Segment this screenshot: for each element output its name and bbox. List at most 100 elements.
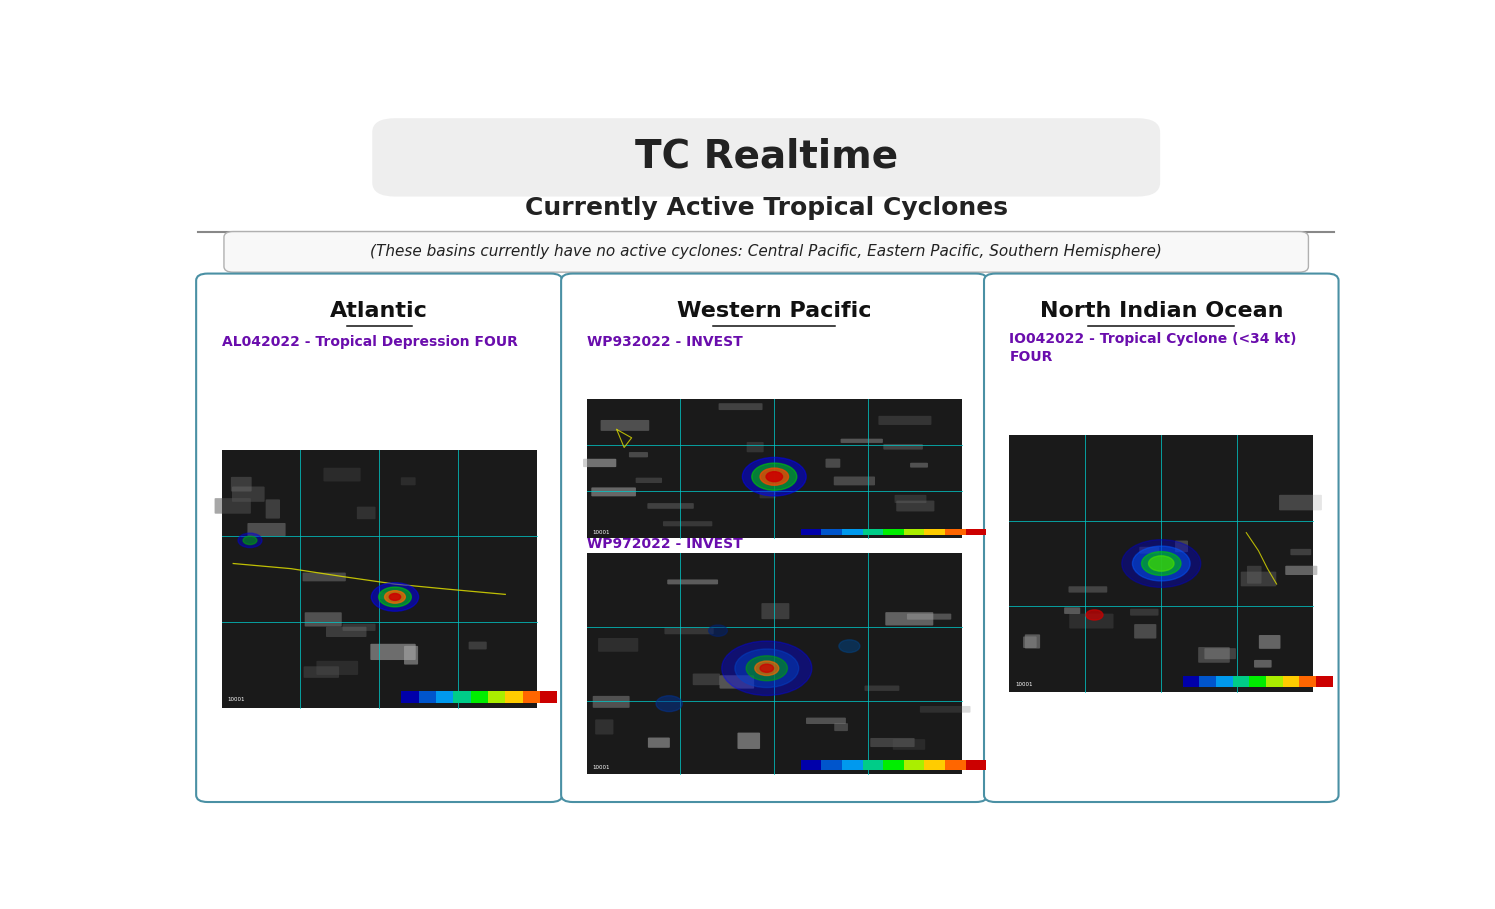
Circle shape <box>384 591 405 604</box>
FancyBboxPatch shape <box>561 274 988 802</box>
Bar <box>1283 676 1299 687</box>
Bar <box>1232 676 1250 687</box>
FancyBboxPatch shape <box>196 274 562 802</box>
Text: WP932022 - INVEST: WP932022 - INVEST <box>586 335 743 349</box>
FancyBboxPatch shape <box>1139 547 1159 554</box>
FancyBboxPatch shape <box>1130 609 1159 615</box>
FancyBboxPatch shape <box>1023 636 1036 648</box>
FancyBboxPatch shape <box>248 523 286 536</box>
FancyBboxPatch shape <box>893 739 925 750</box>
FancyBboxPatch shape <box>371 644 416 660</box>
FancyBboxPatch shape <box>404 646 419 664</box>
Bar <box>540 692 558 703</box>
FancyBboxPatch shape <box>601 420 649 431</box>
Bar <box>1266 676 1283 687</box>
Circle shape <box>389 594 401 600</box>
Bar <box>221 450 537 707</box>
Bar <box>1299 676 1316 687</box>
Text: AL042022 - Tropical Depression FOUR: AL042022 - Tropical Depression FOUR <box>221 335 517 349</box>
Bar <box>884 529 904 535</box>
Circle shape <box>1121 540 1200 587</box>
FancyBboxPatch shape <box>885 612 933 625</box>
Circle shape <box>765 472 782 482</box>
FancyBboxPatch shape <box>834 724 848 731</box>
Circle shape <box>755 661 779 675</box>
FancyBboxPatch shape <box>897 501 934 512</box>
FancyBboxPatch shape <box>1175 541 1189 552</box>
FancyBboxPatch shape <box>1064 607 1081 614</box>
FancyBboxPatch shape <box>232 486 265 502</box>
Bar <box>966 761 987 771</box>
Bar <box>586 399 961 538</box>
FancyBboxPatch shape <box>595 719 613 734</box>
Bar <box>966 529 987 535</box>
Bar <box>821 761 842 771</box>
Bar <box>1199 676 1215 687</box>
Bar <box>904 529 924 535</box>
Bar <box>801 761 821 771</box>
FancyBboxPatch shape <box>806 717 846 724</box>
FancyBboxPatch shape <box>230 477 251 492</box>
FancyBboxPatch shape <box>380 593 392 599</box>
Bar <box>1009 435 1313 692</box>
Circle shape <box>244 536 257 544</box>
FancyBboxPatch shape <box>326 626 366 637</box>
Bar <box>401 692 419 703</box>
FancyBboxPatch shape <box>323 468 360 482</box>
Bar <box>1250 676 1266 687</box>
FancyBboxPatch shape <box>317 661 359 674</box>
FancyBboxPatch shape <box>692 674 721 685</box>
FancyBboxPatch shape <box>834 476 875 485</box>
FancyBboxPatch shape <box>357 506 375 519</box>
Text: Western Pacific: Western Pacific <box>677 302 872 322</box>
Text: 10001: 10001 <box>592 530 610 535</box>
Circle shape <box>1085 610 1103 620</box>
FancyBboxPatch shape <box>746 442 764 453</box>
FancyBboxPatch shape <box>884 444 922 450</box>
Bar <box>863 529 884 535</box>
Text: FOUR: FOUR <box>1009 350 1052 364</box>
Bar <box>1183 676 1199 687</box>
Circle shape <box>1132 546 1190 581</box>
Circle shape <box>722 641 812 695</box>
FancyBboxPatch shape <box>647 503 694 509</box>
FancyBboxPatch shape <box>647 737 670 748</box>
FancyBboxPatch shape <box>907 614 951 620</box>
Circle shape <box>746 655 788 681</box>
FancyBboxPatch shape <box>719 404 762 410</box>
Bar <box>904 761 924 771</box>
Text: TC Realtime: TC Realtime <box>634 137 898 175</box>
Bar <box>523 692 540 703</box>
FancyBboxPatch shape <box>592 696 629 708</box>
Circle shape <box>1148 555 1174 571</box>
FancyBboxPatch shape <box>1280 494 1322 510</box>
FancyBboxPatch shape <box>719 675 753 689</box>
Bar <box>945 761 966 771</box>
Circle shape <box>709 625 728 636</box>
FancyBboxPatch shape <box>1069 614 1114 628</box>
FancyBboxPatch shape <box>266 499 280 519</box>
FancyBboxPatch shape <box>1205 648 1236 659</box>
Bar <box>471 692 487 703</box>
Circle shape <box>752 463 797 490</box>
FancyBboxPatch shape <box>919 706 970 713</box>
FancyBboxPatch shape <box>215 498 251 514</box>
Bar <box>863 761 884 771</box>
Bar <box>1215 676 1232 687</box>
FancyBboxPatch shape <box>1286 565 1317 575</box>
FancyBboxPatch shape <box>840 439 884 443</box>
Text: 10001: 10001 <box>227 697 245 703</box>
Text: North Indian Ocean: North Indian Ocean <box>1039 302 1283 322</box>
FancyBboxPatch shape <box>224 232 1308 272</box>
FancyBboxPatch shape <box>598 638 638 652</box>
Circle shape <box>839 640 860 653</box>
Circle shape <box>238 533 262 547</box>
FancyBboxPatch shape <box>825 459 840 468</box>
Bar <box>842 761 863 771</box>
Bar <box>1316 676 1332 687</box>
Circle shape <box>378 587 411 607</box>
FancyBboxPatch shape <box>401 477 416 485</box>
FancyBboxPatch shape <box>864 685 900 691</box>
FancyBboxPatch shape <box>342 624 375 631</box>
Circle shape <box>656 695 682 712</box>
